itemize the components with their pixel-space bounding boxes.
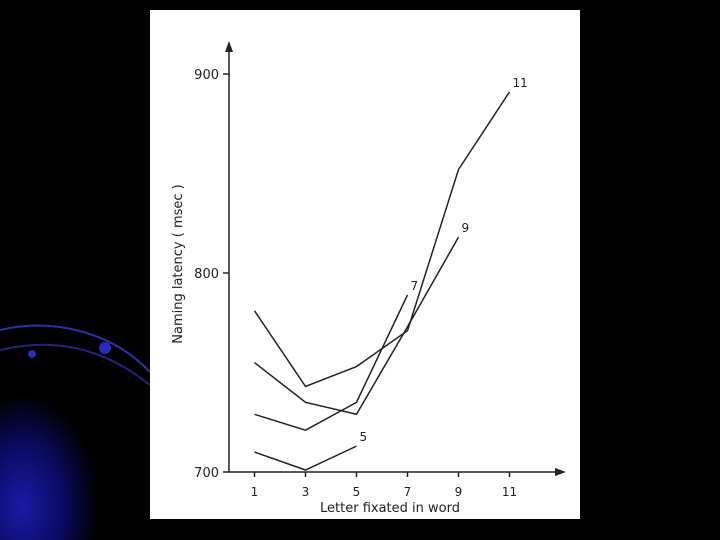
x-tick-label: 5 <box>353 485 361 499</box>
series-label-9: 9 <box>462 221 470 235</box>
y-axis-title: Naming latency ( msec ) <box>171 184 186 343</box>
y-axis-arrow <box>225 41 233 52</box>
y-tick-label: 800 <box>194 267 219 282</box>
x-axis-arrow <box>555 468 566 476</box>
series-label-7: 7 <box>411 279 419 293</box>
x-axis-title: Letter fixated in word <box>320 501 460 516</box>
ticks: 700 800 900 1 3 5 7 9 11 <box>194 68 517 499</box>
series-line-11 <box>253 91 511 388</box>
series-line-5 <box>254 445 357 471</box>
series-lines <box>253 91 511 471</box>
chart-panel: 700 800 900 1 3 5 7 9 11 5 7 9 11 Letter fixated in… <box>150 10 580 519</box>
series-line-9 <box>254 236 460 416</box>
x-tick-label: 3 <box>302 485 310 499</box>
x-tick-label: 11 <box>502 485 517 499</box>
axes <box>225 41 566 476</box>
series-label-11: 11 <box>513 76 528 90</box>
x-tick-label: 9 <box>455 485 463 499</box>
x-tick-label: 7 <box>404 485 412 499</box>
x-tick-label: 1 <box>251 485 259 499</box>
series-labels: 5 7 9 11 <box>360 76 528 444</box>
line-chart: 700 800 900 1 3 5 7 9 11 5 7 9 11 Letter fixated in… <box>171 41 566 516</box>
series-label-5: 5 <box>360 430 368 444</box>
y-tick-label: 900 <box>194 68 219 83</box>
y-tick-label: 700 <box>194 466 219 481</box>
series-line-7 <box>254 294 409 432</box>
